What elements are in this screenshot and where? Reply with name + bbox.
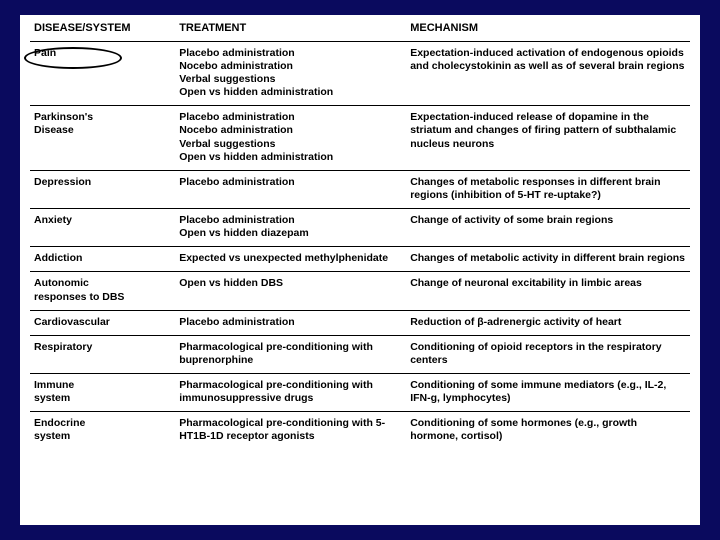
content-panel: DISEASE/SYSTEM TREATMENT MECHANISM PainP… (20, 15, 700, 525)
table-row: EndocrinesystemPharmacological pre-condi… (30, 412, 690, 450)
cell-disease: Depression (30, 170, 175, 208)
table-row: Parkinson'sDiseasePlacebo administration… (30, 106, 690, 171)
table-row: ImmunesystemPharmacological pre-conditio… (30, 374, 690, 412)
cell-mechanism: Change of activity of some brain regions (406, 209, 690, 247)
cell-disease: Respiratory (30, 335, 175, 373)
cell-disease: Addiction (30, 247, 175, 272)
cell-mechanism: Change of neuronal excitability in limbi… (406, 272, 690, 310)
cell-disease: Cardiovascular (30, 310, 175, 335)
cell-treatment: Placebo administrationNocebo administrat… (175, 41, 406, 106)
cell-disease: Anxiety (30, 209, 175, 247)
header-disease: DISEASE/SYSTEM (30, 19, 175, 41)
header-mechanism: MECHANISM (406, 19, 690, 41)
table-row: Autonomicresponses to DBSOpen vs hidden … (30, 272, 690, 310)
cell-treatment: Pharmacological pre-conditioning with im… (175, 374, 406, 412)
cell-treatment: Pharmacological pre-conditioning with bu… (175, 335, 406, 373)
cell-treatment: Open vs hidden DBS (175, 272, 406, 310)
cell-treatment: Expected vs unexpected methylphenidate (175, 247, 406, 272)
cell-disease: Immunesystem (30, 374, 175, 412)
table-row: AnxietyPlacebo administrationOpen vs hid… (30, 209, 690, 247)
cell-treatment: Pharmacological pre-conditioning with 5-… (175, 412, 406, 450)
cell-disease: Parkinson'sDisease (30, 106, 175, 171)
table-row: AddictionExpected vs unexpected methylph… (30, 247, 690, 272)
cell-mechanism: Changes of metabolic responses in differ… (406, 170, 690, 208)
header-treatment: TREATMENT (175, 19, 406, 41)
cell-treatment: Placebo administration (175, 310, 406, 335)
table-row: RespiratoryPharmacological pre-condition… (30, 335, 690, 373)
cell-mechanism: Expectation-induced release of dopamine … (406, 106, 690, 171)
cell-mechanism: Conditioning of some hormones (e.g., gro… (406, 412, 690, 450)
cell-mechanism: Conditioning of some immune mediators (e… (406, 374, 690, 412)
cell-mechanism: Reduction of β-adrenergic activity of he… (406, 310, 690, 335)
table-row: PainPlacebo administrationNocebo adminis… (30, 41, 690, 106)
cell-treatment: Placebo administrationOpen vs hidden dia… (175, 209, 406, 247)
table-row: DepressionPlacebo administrationChanges … (30, 170, 690, 208)
cell-treatment: Placebo administrationNocebo administrat… (175, 106, 406, 171)
cell-disease: Autonomicresponses to DBS (30, 272, 175, 310)
disease-table: DISEASE/SYSTEM TREATMENT MECHANISM PainP… (30, 19, 690, 450)
cell-mechanism: Changes of metabolic activity in differe… (406, 247, 690, 272)
cell-disease: Pain (30, 41, 175, 106)
table-header-row: DISEASE/SYSTEM TREATMENT MECHANISM (30, 19, 690, 41)
cell-treatment: Placebo administration (175, 170, 406, 208)
table-row: CardiovascularPlacebo administrationRedu… (30, 310, 690, 335)
cell-mechanism: Expectation-induced activation of endoge… (406, 41, 690, 106)
cell-mechanism: Conditioning of opioid receptors in the … (406, 335, 690, 373)
cell-disease: Endocrinesystem (30, 412, 175, 450)
